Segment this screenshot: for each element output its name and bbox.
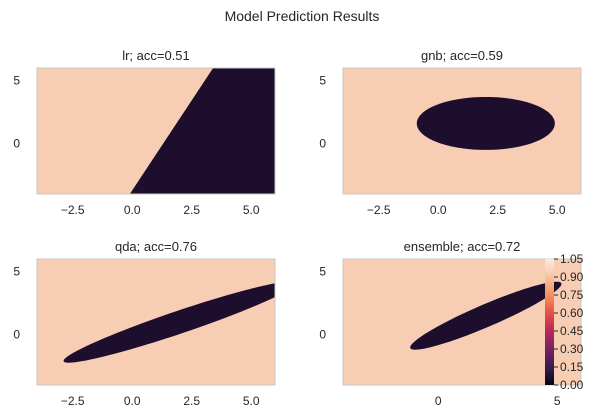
x-tick-label: 5.0 <box>549 203 566 217</box>
y-tick-label: 0 <box>319 328 326 342</box>
subplot-3: qda; acc=0.76 −2.5 0.0 2.5 5.0 5 0 <box>13 239 276 408</box>
y-tick-label: 5 <box>319 74 326 88</box>
class1-region <box>410 281 562 350</box>
colorbar-tick-label: 0.15 <box>560 360 584 374</box>
colorbar: 1.05 0.90 0.75 0.60 0.45 0.30 0.15 0.00 <box>545 252 584 392</box>
colorbar-gradient <box>545 259 554 385</box>
figure-suptitle: Model Prediction Results <box>224 8 380 24</box>
colorbar-tick-label: 0.60 <box>560 306 584 320</box>
x-tick-label: 2.5 <box>183 394 200 408</box>
x-tick-label: −2.5 <box>61 394 85 408</box>
class1-region <box>129 68 275 194</box>
x-tick-label: 2.5 <box>489 203 506 217</box>
y-tick-label: 0 <box>13 328 20 342</box>
colorbar-tick-label: 0.90 <box>560 270 584 284</box>
subplot-2: gnb; acc=0.59 −2.5 0.0 2.5 5.0 5 0 <box>319 48 582 217</box>
subplot-title: ensemble; acc=0.72 <box>404 239 521 254</box>
axes-frame <box>342 67 582 195</box>
y-tick-label: 5 <box>319 265 326 279</box>
axes-frame <box>36 258 276 386</box>
class1-region <box>63 283 275 363</box>
subplot-title: gnb; acc=0.59 <box>421 48 503 63</box>
y-tick-label: 5 <box>13 74 20 88</box>
x-tick-label: 5.0 <box>243 203 260 217</box>
colorbar-tick-label: 0.30 <box>560 342 584 356</box>
axes-frame <box>342 258 582 386</box>
subplot-4: ensemble; acc=0.72 0 5 5 0 <box>319 239 582 408</box>
colorbar-tick-label: 0.00 <box>560 378 584 392</box>
x-tick-label: 0.0 <box>430 203 447 217</box>
y-tick-label: 5 <box>13 265 20 279</box>
x-tick-label: 0.0 <box>124 203 141 217</box>
class1-region <box>416 96 555 150</box>
axes-frame <box>36 67 276 195</box>
colorbar-tick-label: 1.05 <box>560 252 584 266</box>
colorbar-tick-label: 0.45 <box>560 324 584 338</box>
y-tick-label: 0 <box>13 137 20 151</box>
x-tick-label: −2.5 <box>367 203 391 217</box>
x-tick-label: −2.5 <box>61 203 85 217</box>
x-tick-label: 5.0 <box>243 394 260 408</box>
subplot-title: qda; acc=0.76 <box>115 239 197 254</box>
x-tick-label: 5 <box>554 394 561 408</box>
x-tick-label: 2.5 <box>183 203 200 217</box>
colorbar-tick-label: 0.75 <box>560 288 584 302</box>
subplot-1: lr; acc=0.51 −2.5 0.0 2.5 5.0 5 0 <box>13 48 276 217</box>
subplot-title: lr; acc=0.51 <box>122 48 190 63</box>
y-tick-label: 0 <box>319 137 326 151</box>
x-tick-label: 0.0 <box>124 394 141 408</box>
x-tick-label: 0 <box>435 394 442 408</box>
